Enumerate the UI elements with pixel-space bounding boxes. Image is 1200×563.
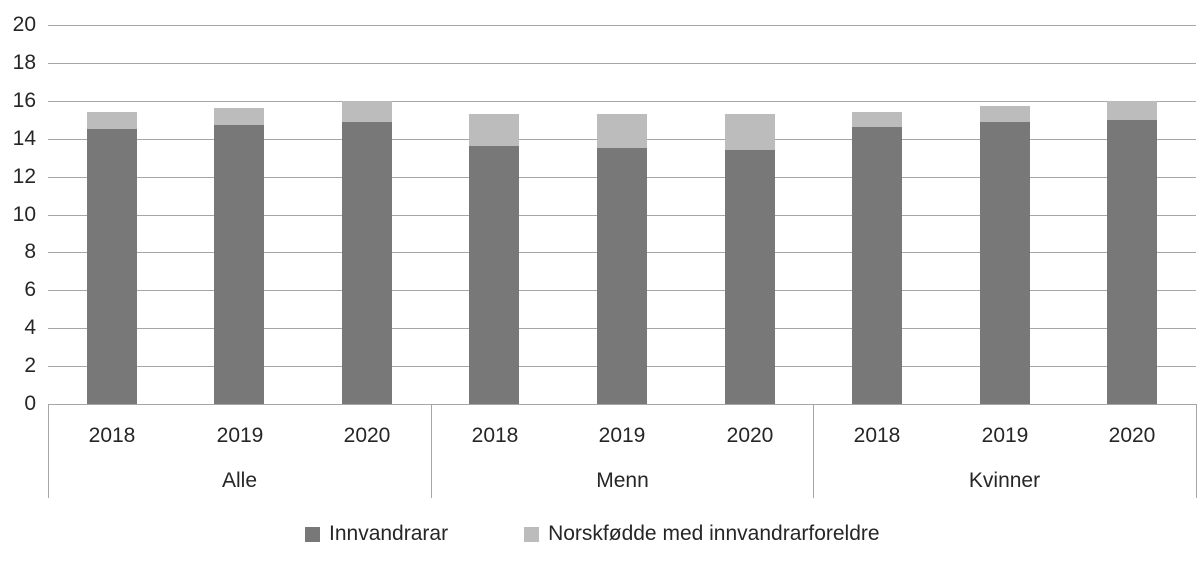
legend-label: Norskfødde med innvandrarforeldre: [548, 522, 880, 545]
bar-alle-2020-norskfodde: [342, 100, 392, 122]
legend-item-innvandrarar: Innvandrarar: [305, 523, 448, 545]
y-tick-label: 2: [24, 354, 36, 377]
y-tick-label: 12: [12, 165, 36, 188]
legend-item-norskfodde: Norskfødde med innvandrarforeldre: [524, 523, 880, 545]
x-group-label: Kvinner: [968, 469, 1041, 492]
y-tick-label: 18: [12, 51, 36, 74]
group-divider: [813, 404, 814, 498]
bar-menn-2018-innvandrarar: [469, 146, 519, 404]
y-tick-label: 14: [12, 127, 36, 150]
bar-alle-2018-norskfodde: [87, 112, 137, 130]
bar-menn-2020-norskfodde: [725, 114, 775, 151]
bar-menn-2018-norskfodde: [469, 114, 519, 147]
group-divider: [431, 404, 432, 498]
x-axis-line: [48, 404, 1196, 405]
bar-alle-2019-innvandrarar: [214, 125, 264, 404]
bar-kvinner-2018-norskfodde: [852, 112, 902, 128]
y-tick-label: 16: [12, 89, 36, 112]
x-tick-label-year: 2018: [88, 424, 136, 447]
bar-menn-2019-innvandrarar: [597, 148, 647, 404]
bar-kvinner-2020-innvandrarar: [1107, 119, 1157, 404]
y-tick-label: 10: [12, 203, 36, 226]
bar-alle-2019-norskfodde: [214, 108, 264, 126]
legend-swatch-dark: [305, 526, 320, 542]
x-tick-label-year: 2019: [216, 424, 264, 447]
legend: Innvandrarar Norskfødde med innvandrarfo…: [305, 523, 880, 545]
category-box-edge: [48, 404, 49, 498]
x-tick-label-year: 2020: [343, 424, 391, 447]
gridline: [48, 63, 1196, 64]
x-tick-label-year: 2020: [726, 424, 774, 447]
bar-menn-2019-norskfodde: [597, 114, 647, 149]
x-tick-label-year: 2019: [981, 424, 1029, 447]
gridline: [48, 101, 1196, 102]
legend-label: Innvandrarar: [329, 522, 449, 545]
y-tick-label: 6: [24, 278, 36, 301]
x-tick-label-year: 2018: [853, 424, 901, 447]
bar-kvinner-2020-norskfodde: [1107, 100, 1157, 120]
y-tick-label: 8: [24, 240, 36, 263]
bar-kvinner-2018-innvandrarar: [852, 127, 902, 404]
bar-alle-2020-innvandrarar: [342, 121, 392, 404]
y-tick-label: 20: [12, 13, 36, 36]
legend-swatch-light: [524, 526, 540, 542]
x-tick-label-year: 2020: [1108, 424, 1156, 447]
y-tick-label: 0: [24, 392, 36, 415]
bar-kvinner-2019-innvandrarar: [980, 121, 1030, 404]
bar-menn-2020-innvandrarar: [725, 150, 775, 404]
x-group-label: Alle: [221, 469, 258, 492]
bar-kvinner-2019-norskfodde: [980, 106, 1030, 122]
x-tick-label-year: 2018: [471, 424, 519, 447]
category-box-edge: [1196, 404, 1197, 498]
bar-alle-2018-innvandrarar: [87, 129, 137, 404]
x-tick-label-year: 2019: [598, 424, 646, 447]
gridline: [48, 25, 1196, 26]
x-group-label: Menn: [596, 469, 649, 492]
y-tick-label: 4: [24, 316, 36, 339]
